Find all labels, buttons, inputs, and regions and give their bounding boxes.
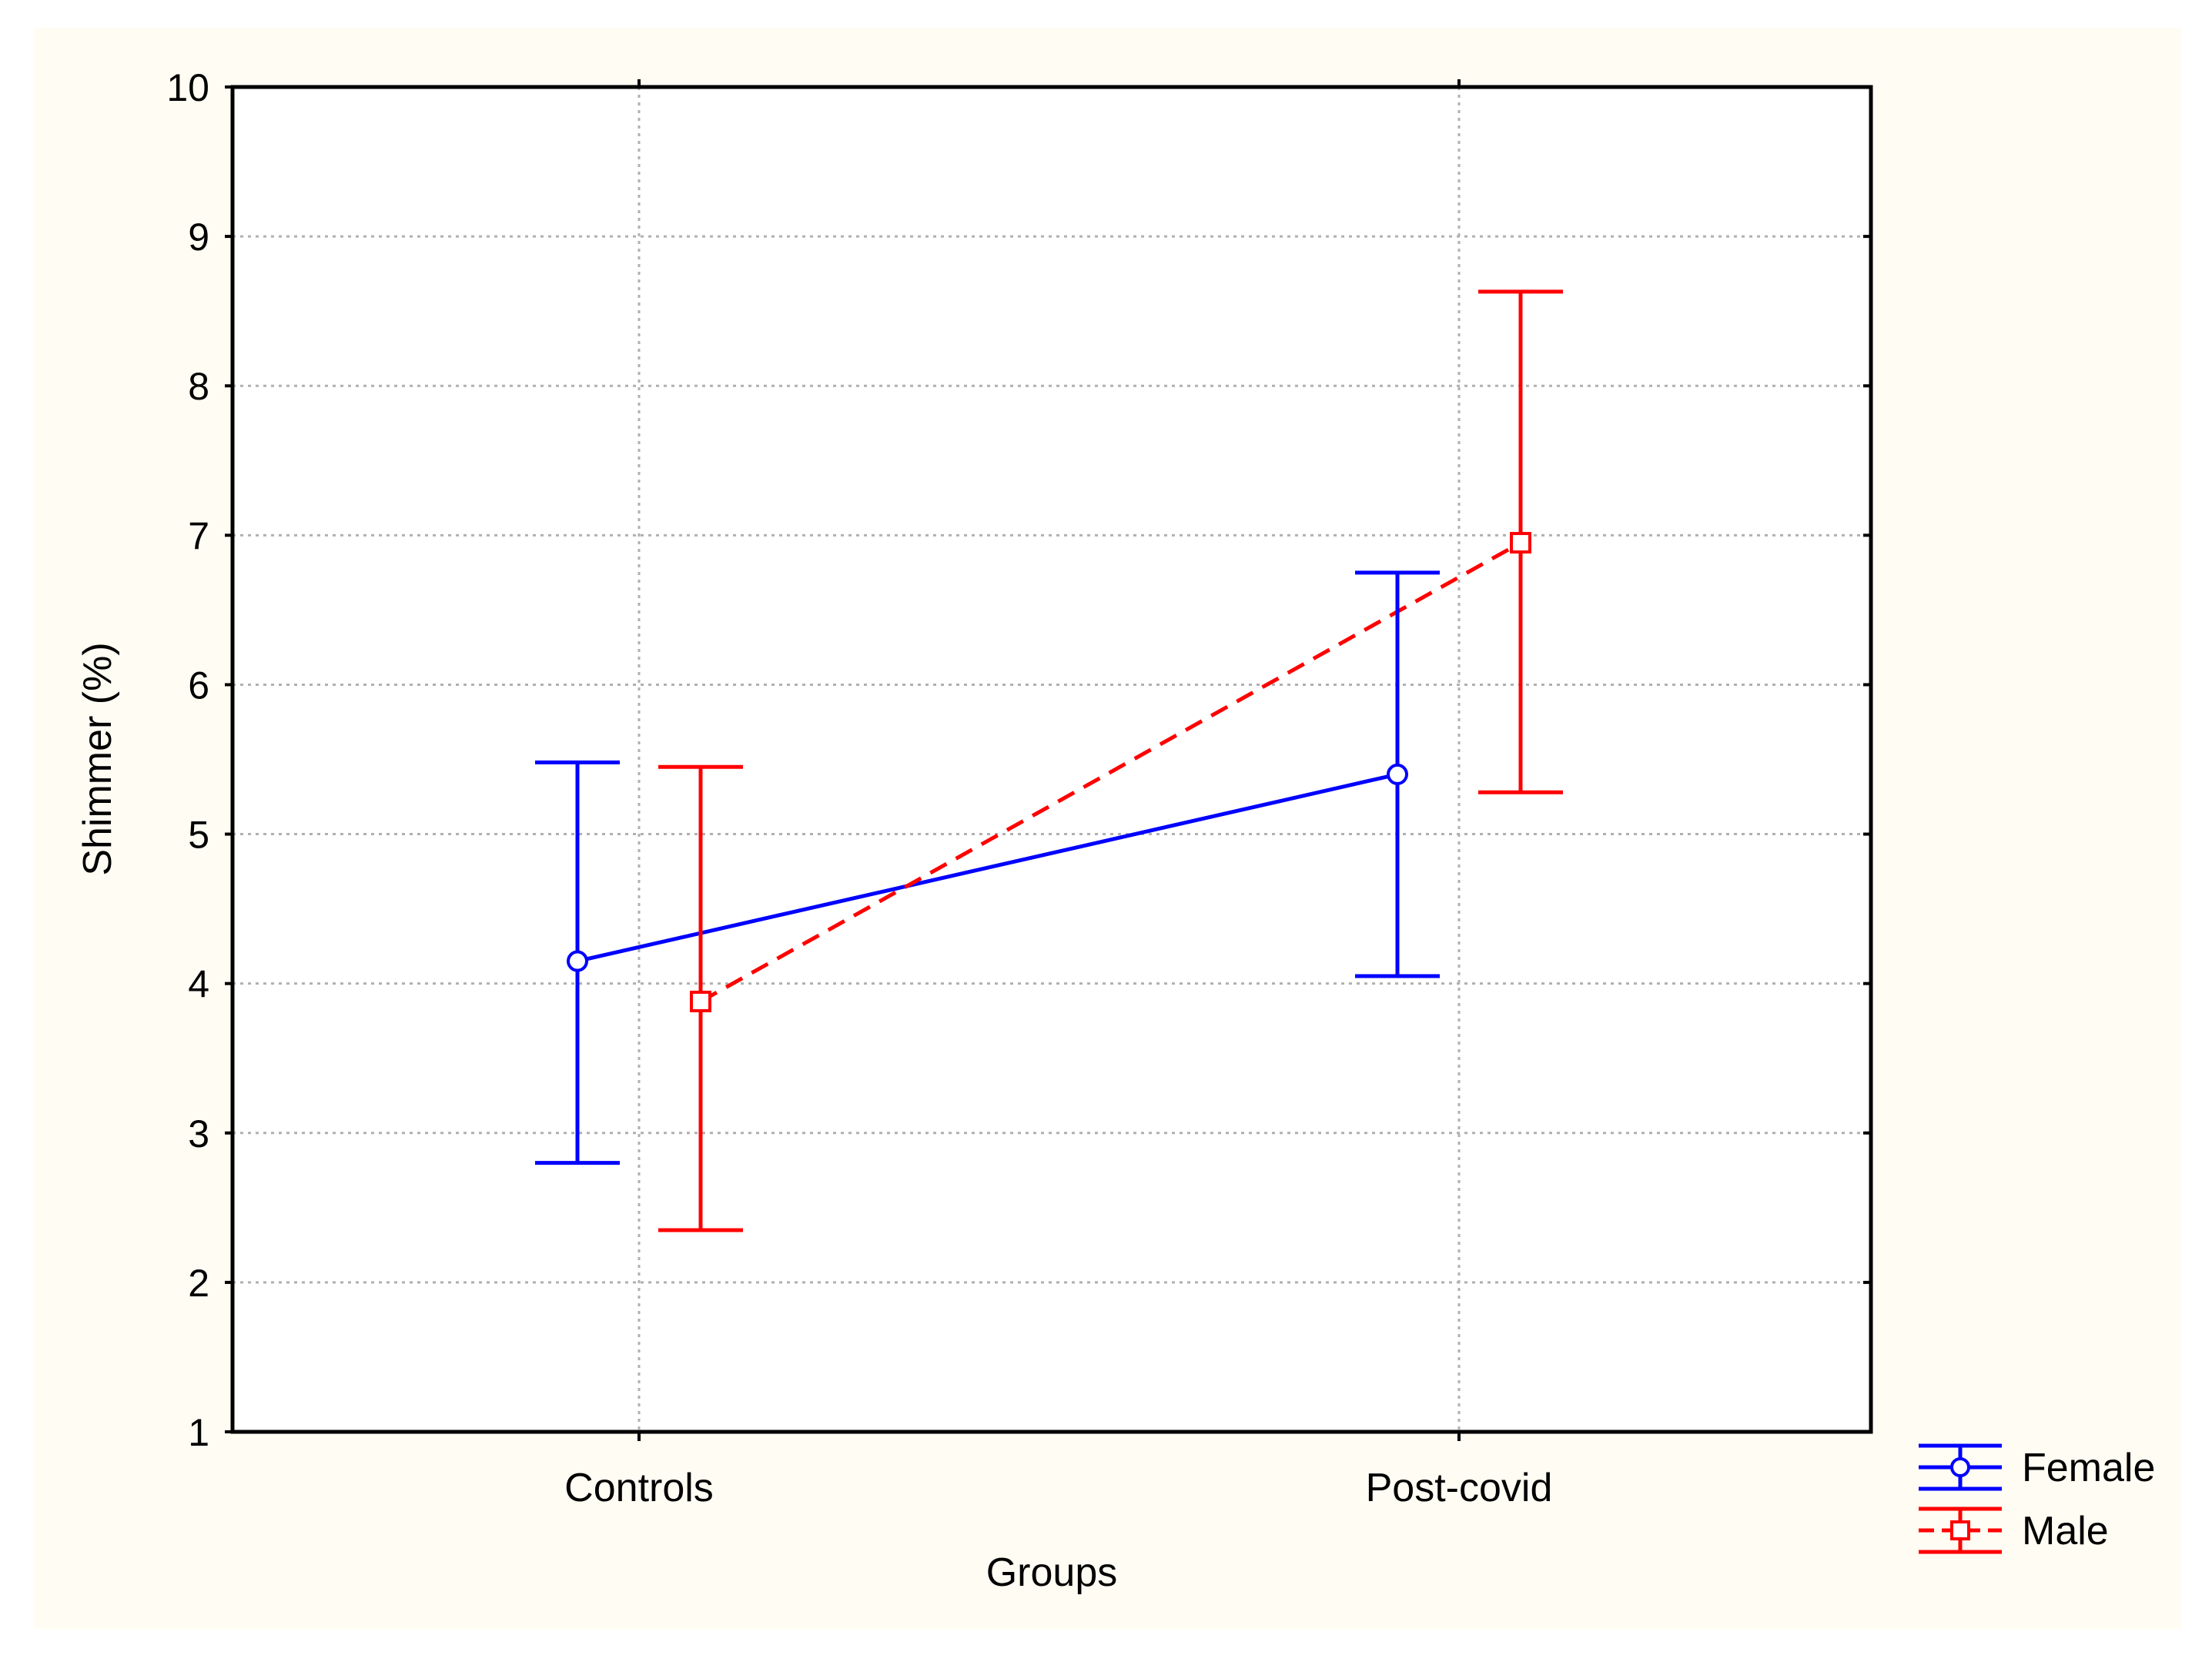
- y-tick-label: 2: [188, 1262, 209, 1305]
- series-group: [535, 289, 1563, 1232]
- plot-area: [233, 87, 1871, 1432]
- y-tick-label: 5: [188, 814, 209, 857]
- legend: Female Male: [1919, 1443, 2155, 1554]
- y-axis: 1 2 3 4 5 6 7 8 9 10: [166, 66, 1871, 1454]
- series-female: [535, 570, 1440, 1165]
- legend-symbol-female: [1919, 1443, 2002, 1491]
- data-point: [690, 990, 711, 1012]
- y-tick-label: 7: [188, 514, 209, 557]
- plot-frame: [230, 85, 1873, 1434]
- y-tick-label: 1: [188, 1411, 209, 1454]
- legend-marker: [1950, 1520, 1970, 1540]
- y-tick-label: 9: [188, 216, 209, 259]
- legend-item-female: Female: [1919, 1443, 2155, 1491]
- x-axis: Controls Post-covid: [564, 79, 1552, 1510]
- data-point: [1510, 532, 1531, 554]
- x-tick-label: Post-covid: [1366, 1466, 1553, 1510]
- y-tick-label: 6: [188, 664, 209, 707]
- series-line-male: [699, 540, 1522, 1004]
- legend-symbol-male: [1919, 1507, 2002, 1554]
- y-tick-label: 3: [188, 1112, 209, 1155]
- y-tick-label: 8: [188, 365, 209, 408]
- y-tick-label: 10: [166, 66, 209, 109]
- y-axis-label: Shimmer (%): [75, 642, 120, 875]
- series-male: [658, 289, 1563, 1232]
- data-point: [1387, 763, 1408, 785]
- x-axis-label: Groups: [986, 1550, 1118, 1595]
- data-point: [567, 950, 588, 972]
- grid-lines: [233, 87, 1871, 1432]
- y-tick-label: 4: [188, 963, 209, 1006]
- legend-marker: [1950, 1457, 1970, 1477]
- legend-label-female: Female: [2022, 1446, 2155, 1490]
- x-tick-label: Controls: [564, 1466, 714, 1510]
- legend-item-male: Male: [1919, 1507, 2109, 1554]
- series-line-female: [577, 772, 1398, 963]
- legend-label-male: Male: [2022, 1509, 2109, 1553]
